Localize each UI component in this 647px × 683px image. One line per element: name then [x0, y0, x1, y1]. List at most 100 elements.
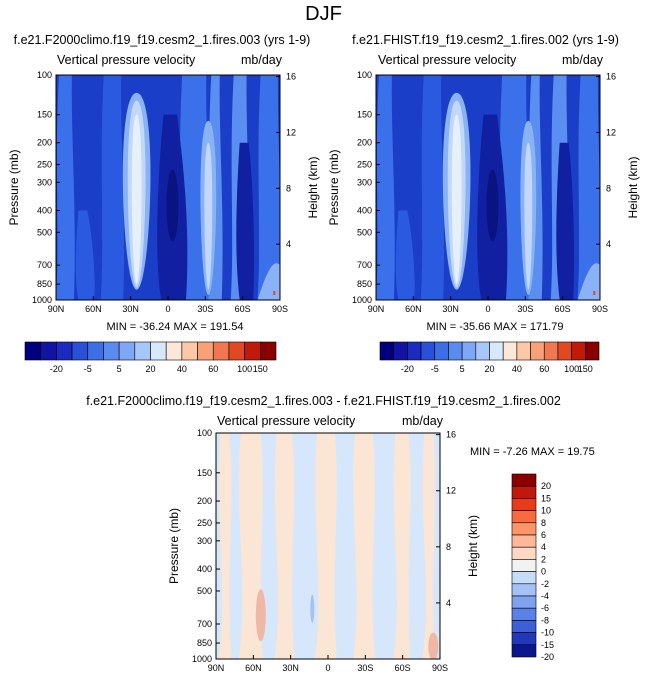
y-tick-label: 150 — [37, 110, 52, 120]
colorbar-label: -5 — [431, 364, 439, 374]
colorbar-label: 10 — [541, 506, 551, 516]
contour-band — [422, 433, 436, 659]
colorbar-label: 60 — [208, 364, 218, 374]
colorbar-swatch — [511, 522, 537, 536]
y-tick-label: 100 — [37, 70, 52, 80]
panel-2-stats: MIN = -35.66 MAX = 171.79 — [426, 321, 564, 333]
colorbar-label: 15 — [541, 493, 551, 503]
colorbar-label: 5 — [117, 364, 122, 374]
colorbar-swatch — [516, 341, 531, 361]
colorbar-label: 8 — [541, 518, 546, 528]
y-right-tick-label: 8 — [606, 183, 611, 193]
contour-patch — [310, 594, 315, 623]
colorbar-swatch — [511, 473, 537, 487]
colorbar-label: 20 — [484, 364, 494, 374]
y-right-tick-label: 4 — [606, 239, 611, 249]
contour-band — [376, 75, 395, 300]
x-tick-label: 0 — [165, 304, 170, 314]
contour-patch — [257, 263, 280, 300]
y-axis-right-label: Height (km) — [626, 156, 640, 218]
y-right-tick-label: 12 — [286, 127, 296, 137]
panel-1-subtitle-left: Vertical pressure velocity — [57, 53, 196, 67]
page-title: DJF — [305, 3, 342, 25]
colorbar-label: 2 — [541, 554, 546, 564]
x-tick-label: 60S — [395, 663, 411, 673]
contour-band — [257, 75, 280, 300]
colorbar-swatch — [511, 498, 537, 511]
y-tick-label: 700 — [357, 260, 372, 270]
x-tick-label: 60N — [85, 304, 102, 314]
y-tick-label: 150 — [197, 468, 212, 478]
y-tick-label: 400 — [197, 564, 212, 574]
contour-patch — [428, 632, 439, 659]
y-axis-label: Pressure (mb) — [327, 149, 341, 225]
colorbar-swatch — [24, 341, 41, 361]
colorbar-label: -6 — [541, 603, 549, 613]
x-tick-label: 60N — [245, 663, 262, 673]
colorbar-label: 0 — [541, 567, 546, 577]
y-tick-label: 300 — [197, 536, 212, 546]
y-tick-label: 400 — [357, 205, 372, 215]
colorbar-swatch — [511, 485, 537, 499]
x-tick-label: 30N — [122, 304, 139, 314]
panel-1-stats: MIN = -36.24 MAX = 191.54 — [106, 321, 244, 333]
contour-field — [56, 75, 280, 300]
y-tick-label: 200 — [37, 138, 52, 148]
contour-column — [131, 114, 142, 285]
contour-column — [524, 142, 533, 290]
colorbar-label: -20 — [50, 364, 63, 374]
contour-band — [314, 433, 337, 659]
y-axis-right-label: Height (km) — [306, 156, 320, 218]
y-tick-label: 850 — [357, 279, 372, 289]
y-tick-label: 250 — [197, 518, 212, 528]
contour-core — [486, 169, 499, 242]
panel-3-plot: 90N 60N 30N 0 30S 60S 90S 100 150 200 250 300 400 500… — [167, 428, 480, 673]
contour-field — [216, 433, 440, 659]
colorbar-swatch — [244, 341, 261, 361]
y-tick-label: 1000 — [352, 295, 372, 305]
y-tick-label: 300 — [357, 177, 372, 187]
panel-3-title: f.e21.F2000climo.f19_f19.cesm2_1.fires.0… — [86, 394, 561, 408]
colorbar-label: -8 — [541, 615, 549, 625]
contour-band — [75, 210, 95, 300]
y-tick-label: 500 — [37, 227, 52, 237]
colorbar-swatch — [502, 341, 518, 361]
colorbar-swatch — [434, 341, 449, 361]
colorbar-swatch — [228, 341, 245, 361]
contour-field — [376, 75, 600, 300]
panel-1-title: f.e21.F2000climo.f19_f19.cesm2_1.fires.0… — [13, 33, 311, 47]
colorbar-label: -2 — [541, 579, 549, 589]
y-right-tick-label: 4 — [446, 598, 451, 608]
colorbar-swatch — [475, 341, 490, 361]
y-axis-right-label: Height (km) — [466, 515, 480, 577]
contour-patch — [255, 589, 266, 642]
colorbar-1: -20 -5 5 20 40 60 100 150 — [24, 341, 277, 374]
contour-band — [577, 75, 600, 300]
colorbar-label: 60 — [539, 364, 549, 374]
y-right-tick-label: 8 — [286, 183, 291, 193]
colorbar-swatch — [461, 341, 477, 361]
colorbar-label: 5 — [460, 364, 465, 374]
colorbar-label: -10 — [541, 628, 554, 638]
y-tick-label: 1000 — [192, 654, 212, 664]
x-tick-label: 60S — [235, 304, 251, 314]
contour-patch — [577, 263, 600, 300]
colorbar-label: 100 — [237, 364, 252, 374]
colorbar-swatch — [165, 341, 183, 361]
colorbar-label: -20 — [541, 652, 554, 662]
colorbar-swatch — [557, 341, 572, 361]
colorbar-swatch — [511, 534, 537, 548]
contour-band — [352, 433, 375, 659]
colorbar-label: -15 — [541, 640, 554, 650]
contour-band — [236, 142, 254, 300]
colorbar-swatch — [585, 341, 600, 361]
x-tick-label: 60S — [555, 304, 571, 314]
colorbar-label: 40 — [512, 364, 522, 374]
x-tick-label: 60N — [405, 304, 422, 314]
panel-3-subtitle-right: mb/day — [402, 414, 443, 428]
contour-band — [100, 75, 125, 300]
colorbar-swatch — [511, 632, 537, 646]
y-right-tick-label: 16 — [286, 72, 296, 82]
colorbar-label: -20 — [401, 364, 414, 374]
colorbar-swatch — [448, 341, 463, 361]
